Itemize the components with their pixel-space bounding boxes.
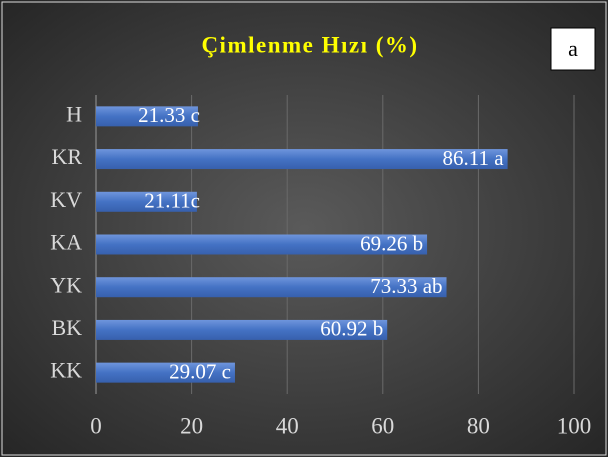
data-label: 21.11c (144, 189, 200, 213)
y-tick-label: KA (50, 230, 82, 255)
x-tick-label: 60 (371, 413, 394, 438)
data-label: 69.26 b (360, 231, 423, 255)
data-label: 60.92 b (320, 317, 383, 341)
y-tick-label: BK (51, 315, 82, 340)
bar (96, 191, 197, 212)
bar (96, 149, 508, 170)
y-tick-label: YK (50, 272, 82, 297)
bar (96, 277, 447, 298)
y-tick-label: KV (50, 187, 82, 212)
bar (96, 362, 235, 383)
annotation: a (568, 36, 578, 61)
data-label: 73.33 ab (370, 274, 442, 298)
x-tick-label: 40 (276, 413, 299, 438)
data-label: 86.11 a (443, 146, 505, 170)
bar (96, 234, 428, 255)
y-tick-label: KK (50, 358, 82, 383)
x-tick-label: 100 (557, 413, 592, 438)
bar (96, 319, 388, 340)
annotation-box (550, 27, 596, 71)
x-tick-label: 0 (90, 413, 102, 438)
chart-title: Çimlenme Hızı (%) (201, 32, 418, 57)
data-label: 21.33 c (138, 103, 200, 127)
y-tick-label: H (66, 101, 82, 126)
x-tick-label: 80 (467, 413, 490, 438)
y-tick-label: KR (51, 144, 82, 169)
x-tick-label: 20 (180, 413, 203, 438)
data-label: 29.07 c (169, 359, 231, 383)
bar (96, 106, 198, 127)
